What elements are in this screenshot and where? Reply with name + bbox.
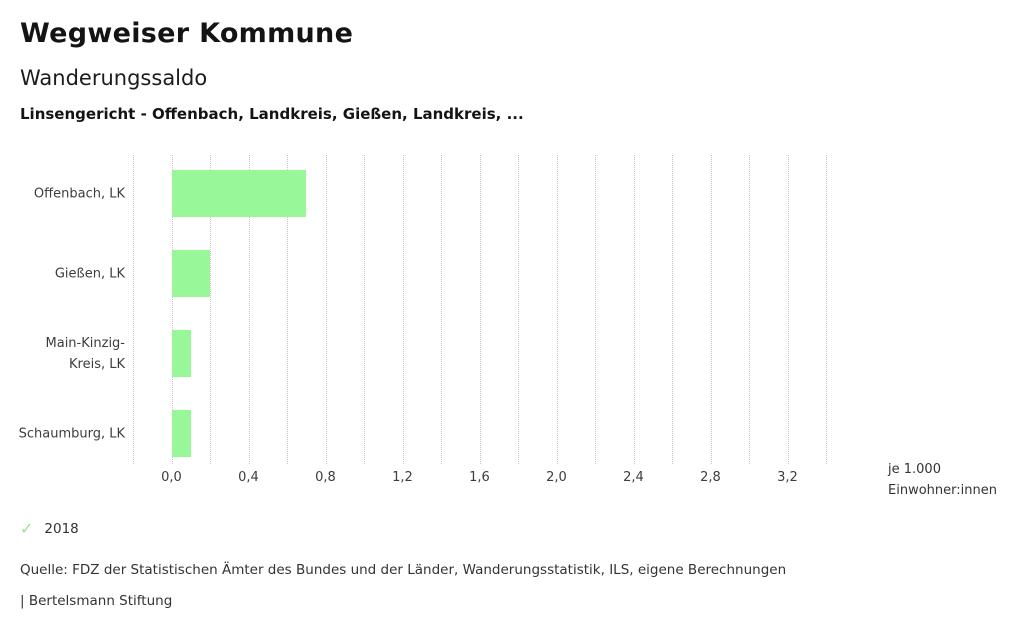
gridline [133,155,134,464]
x-tick-label: 3,2 [777,470,798,485]
gridline [171,155,173,464]
x-tick-label: 1,2 [392,470,413,485]
axis-unit-line2: Einwohner:innen [888,483,997,498]
category-label: Main-Kinzig-Kreis, LK [45,335,125,372]
app-title: Wegweiser Kommune [20,18,354,49]
bar-0[interactable] [171,170,307,217]
gridline [556,155,558,464]
x-tick-label: 0,4 [238,470,259,485]
x-tick-label: 0,8 [315,470,336,485]
gridline [479,155,481,464]
gridline [210,155,211,464]
category-label: Offenbach, LK [33,186,125,201]
gridline [441,155,442,464]
plot-area [133,155,827,464]
legend-label: 2018 [44,521,79,537]
gridline [402,155,404,464]
gridline [672,155,673,464]
x-tick-label: 0,0 [161,470,182,485]
gridline [710,155,712,464]
x-axis-labels: 0,0 0,4 0,8 1,2 1,6 2,0 2,4 2,8 3,2 [133,470,826,488]
gridline [787,155,789,464]
gridline [595,155,596,464]
category-label: Schaumburg, LK [18,426,125,441]
x-tick-label: 2,4 [623,470,644,485]
chart-title: Wanderungssaldo [20,66,208,90]
x-tick-label: 2,0 [546,470,567,485]
source-note: Quelle: FDZ der Statistischen Ämter des … [20,562,787,578]
gridline [826,155,827,464]
branding-note: | Bertelsmann Stiftung [20,593,173,609]
x-tick-label: 2,8 [700,470,721,485]
gridline [287,155,288,464]
gridline [325,155,327,464]
x-tick-label: 1,6 [469,470,490,485]
bar-3[interactable] [171,410,191,457]
legend-item-2018[interactable]: ✓ 2018 [20,519,79,538]
y-axis-labels: Offenbach, LK Gießen, LK Main-Kinzig-Kreis… [0,155,125,464]
gridline [248,155,250,464]
gridline [364,155,365,464]
gridline [518,155,519,464]
bar-1[interactable] [171,250,210,297]
chart-subtitle: Linsengericht - Offenbach, Landkreis, Gi… [20,105,524,123]
bar-2[interactable] [171,330,191,377]
axis-unit-line1: je 1.000 [888,462,941,477]
check-icon: ✓ [20,519,34,538]
category-label: Gießen, LK [54,266,125,281]
gridline [749,155,750,464]
gridline [633,155,635,464]
axis-unit-label: je 1.000 Einwohner:innen [888,459,997,501]
